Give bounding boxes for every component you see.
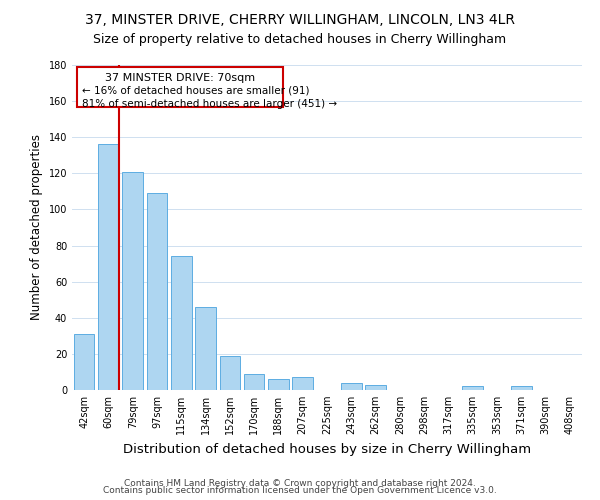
Text: Contains HM Land Registry data © Crown copyright and database right 2024.: Contains HM Land Registry data © Crown c… bbox=[124, 478, 476, 488]
Text: 37, MINSTER DRIVE, CHERRY WILLINGHAM, LINCOLN, LN3 4LR: 37, MINSTER DRIVE, CHERRY WILLINGHAM, LI… bbox=[85, 12, 515, 26]
Bar bbox=[122, 172, 143, 390]
Text: Size of property relative to detached houses in Cherry Willingham: Size of property relative to detached ho… bbox=[94, 32, 506, 46]
Text: 81% of semi-detached houses are larger (451) →: 81% of semi-detached houses are larger (… bbox=[82, 100, 337, 110]
Bar bbox=[220, 356, 240, 390]
Bar bbox=[511, 386, 532, 390]
Text: 37 MINSTER DRIVE: 70sqm: 37 MINSTER DRIVE: 70sqm bbox=[105, 73, 255, 83]
Bar bbox=[77, 67, 283, 106]
Bar bbox=[74, 334, 94, 390]
Bar bbox=[463, 386, 483, 390]
X-axis label: Distribution of detached houses by size in Cherry Willingham: Distribution of detached houses by size … bbox=[123, 442, 531, 456]
Bar bbox=[268, 379, 289, 390]
Bar bbox=[365, 384, 386, 390]
Bar bbox=[292, 378, 313, 390]
Bar bbox=[98, 144, 119, 390]
Bar bbox=[171, 256, 191, 390]
Bar bbox=[341, 383, 362, 390]
Text: ← 16% of detached houses are smaller (91): ← 16% of detached houses are smaller (91… bbox=[82, 86, 309, 96]
Bar bbox=[244, 374, 265, 390]
Text: Contains public sector information licensed under the Open Government Licence v3: Contains public sector information licen… bbox=[103, 486, 497, 495]
Bar bbox=[146, 193, 167, 390]
Y-axis label: Number of detached properties: Number of detached properties bbox=[30, 134, 43, 320]
Bar bbox=[195, 307, 216, 390]
